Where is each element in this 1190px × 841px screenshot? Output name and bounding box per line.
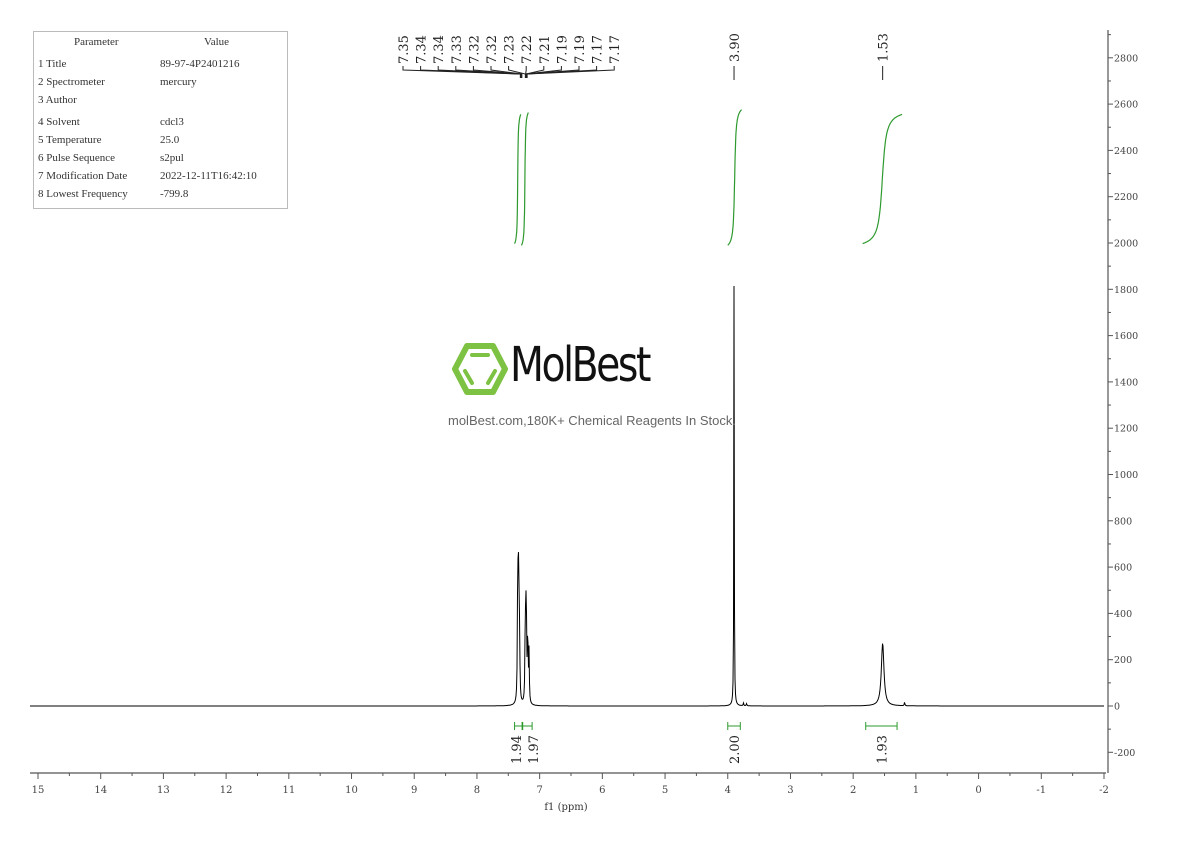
y-tick-label: 1200 [1114, 424, 1138, 435]
parameter-name: 5 Temperature [38, 134, 102, 146]
x-tick-label: 9 [411, 785, 417, 796]
parameter-value: cdcl3 [160, 116, 184, 128]
y-tick-label: 1000 [1114, 470, 1138, 481]
x-tick-label: 7 [536, 785, 542, 796]
integral-value: 1.97 [527, 735, 542, 764]
table-header-parameter: Parameter [74, 36, 119, 48]
y-tick-label: 400 [1114, 609, 1132, 620]
integral-curve [520, 112, 529, 246]
spectrum-line [30, 285, 1104, 707]
parameter-name: 7 Modification Date [38, 170, 128, 182]
parameter-name: 6 Pulse Sequence [38, 152, 115, 164]
integral-value: 2.00 [728, 735, 743, 764]
y-tick-label: 1600 [1114, 331, 1138, 342]
integral-bracket [727, 722, 741, 730]
parameter-value: 89-97-4P2401216 [160, 58, 240, 70]
peak-label: 7.23 [503, 35, 518, 64]
y-tick-label: 2400 [1114, 146, 1138, 157]
axes: 15 14 13 12 11 10 9 8 7 6 5 4 3 2 1 0 -1 -2-2000200400600… [30, 30, 1138, 796]
parameter-name: 1 Title [38, 58, 67, 70]
x-tick-label: 14 [94, 785, 107, 796]
integral-bracket [865, 722, 898, 730]
x-tick-label: 6 [599, 785, 605, 796]
x-tick-label: 1 [913, 785, 919, 796]
y-tick-label: 2800 [1114, 53, 1138, 64]
y-tick-label: 600 [1114, 563, 1132, 574]
peak-label: 7.35 [397, 35, 412, 64]
parameter-name: 8 Lowest Frequency [38, 188, 128, 200]
x-tick-label: 3 [787, 785, 793, 796]
y-tick-label: 800 [1114, 516, 1132, 527]
x-tick-label: -1 [1036, 785, 1046, 796]
x-axis-label: f1 (ppm) [544, 802, 587, 813]
x-tick-label: 10 [345, 785, 358, 796]
peak-label-connector [508, 66, 526, 78]
parameter-value: s2pul [160, 152, 184, 164]
parameter-value: 25.0 [160, 134, 180, 146]
parameter-name: 2 Spectrometer [38, 76, 105, 88]
y-tick-label: 200 [1114, 655, 1132, 666]
x-tick-label: 4 [725, 785, 731, 796]
parameter-table: Parameter Value 1 Title 89-97-4P2401216 2 Sp… [33, 31, 288, 209]
peak-label: 7.34 [432, 35, 447, 64]
y-tick-label: -200 [1114, 748, 1135, 759]
y-tick-label: 1800 [1114, 285, 1138, 296]
x-tick-label: 13 [157, 785, 170, 796]
parameter-value: 2022-12-11T16:42:10 [160, 170, 257, 182]
x-tick-label: 0 [975, 785, 981, 796]
x-tick-label: -2 [1099, 785, 1109, 796]
parameter-name: 3 Author [38, 94, 77, 106]
peak-labels: 7.35 7.34 7.34 7.33 7.32 7.32 7.23 7.22 7.21 7.19… [397, 33, 892, 80]
x-tick-label: 11 [282, 785, 295, 796]
x-tick-label: 12 [220, 785, 233, 796]
parameter-name: 4 Solvent [38, 116, 80, 128]
y-tick-label: 2000 [1114, 239, 1138, 250]
parameter-value: mercury [160, 76, 197, 88]
integral-curves [514, 109, 903, 246]
integral-bracket [514, 722, 523, 730]
table-header-value: Value [204, 36, 230, 48]
x-tick-label: 8 [474, 785, 480, 796]
peak-label: 7.33 [450, 35, 465, 64]
peak-label-connector [526, 66, 615, 78]
peak-label: 7.21 [538, 35, 553, 64]
peak-label: 7.19 [555, 35, 570, 64]
peak-label: 7.34 [415, 35, 430, 64]
peak-label: 7.17 [591, 35, 606, 64]
x-tick-label: 5 [662, 785, 668, 796]
peak-label: 7.32 [467, 35, 482, 64]
integral-bracket [522, 722, 533, 730]
peak-label: 7.32 [485, 35, 500, 64]
integral-value: 1.93 [875, 735, 890, 764]
watermark-tagline: molBest.com,180K+ Chemical Reagents In S… [448, 413, 736, 428]
integral-value: 1.94 [510, 735, 525, 764]
peak-label: 7.17 [608, 35, 623, 64]
x-tick-label: 2 [850, 785, 856, 796]
peak-label: 7.19 [573, 35, 588, 64]
peak-label-connector [490, 66, 523, 78]
parameter-value: -799.8 [160, 188, 189, 200]
integral-curve [514, 114, 522, 244]
integral-curve [862, 113, 903, 245]
y-tick-label: 2200 [1114, 192, 1138, 203]
y-tick-label: 0 [1114, 702, 1120, 713]
peak-label: 1.53 [877, 33, 892, 62]
x-tick-label: 15 [32, 785, 45, 796]
integral-labels: 1.94 1.97 2.00 1.93 [510, 722, 898, 764]
logo-text: MolBest [510, 337, 651, 393]
benzene-logo-icon [452, 343, 508, 395]
molbest-logo: MolBest [452, 337, 752, 403]
y-tick-label: 2600 [1114, 100, 1138, 111]
integral-curve [727, 109, 743, 246]
y-tick-label: 1400 [1114, 377, 1138, 388]
peak-label: 7.22 [520, 35, 535, 64]
peak-label: 3.90 [728, 33, 743, 62]
